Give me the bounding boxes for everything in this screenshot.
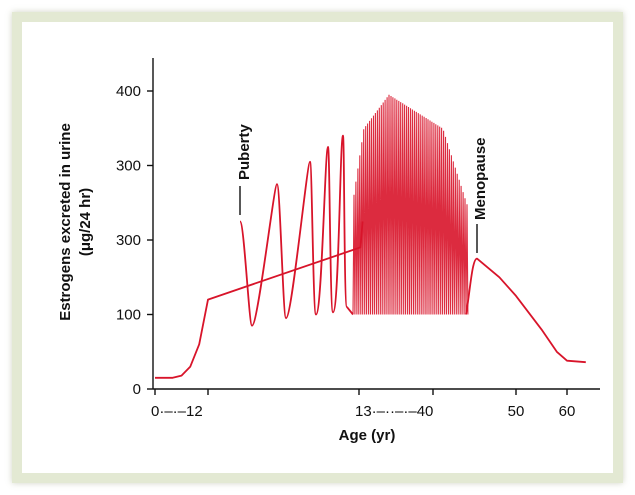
x-axis-title: Age (yr) (339, 427, 396, 444)
y-ticks: 0 100 300 300 400 (116, 83, 153, 398)
y-tick-label: 0 (133, 381, 141, 398)
y-tick-label: 400 (116, 83, 141, 100)
postmenopausal-decline-line (465, 257, 586, 364)
puberty-label: Puberty (236, 123, 253, 180)
reproductive-cycles-line (352, 94, 469, 315)
prepubertal-rise-line (155, 221, 364, 379)
y-axis-title-line1: Estrogens excreted in urine (57, 123, 74, 321)
x-ticks: 0·–·–12 13·–··–·–40 50 60 (151, 389, 575, 420)
x-tick-label: 60 (559, 403, 576, 420)
y-tick-label: 100 (116, 307, 141, 324)
menopause-label: Menopause (472, 137, 489, 220)
x-tick-label: 50 (508, 403, 525, 420)
x-tick-label: 0·–·–12 (151, 403, 203, 420)
estrogen-curve (155, 94, 586, 379)
y-axis-title-line2: (μg/24 hr) (77, 188, 94, 256)
y-tick-label: 300 (116, 232, 141, 249)
chart-panel (22, 22, 613, 473)
x-tick-label: 13·–··–·–40 (355, 403, 433, 420)
y-tick-label: 300 (116, 158, 141, 175)
pubertal-cycles-line (239, 134, 354, 327)
